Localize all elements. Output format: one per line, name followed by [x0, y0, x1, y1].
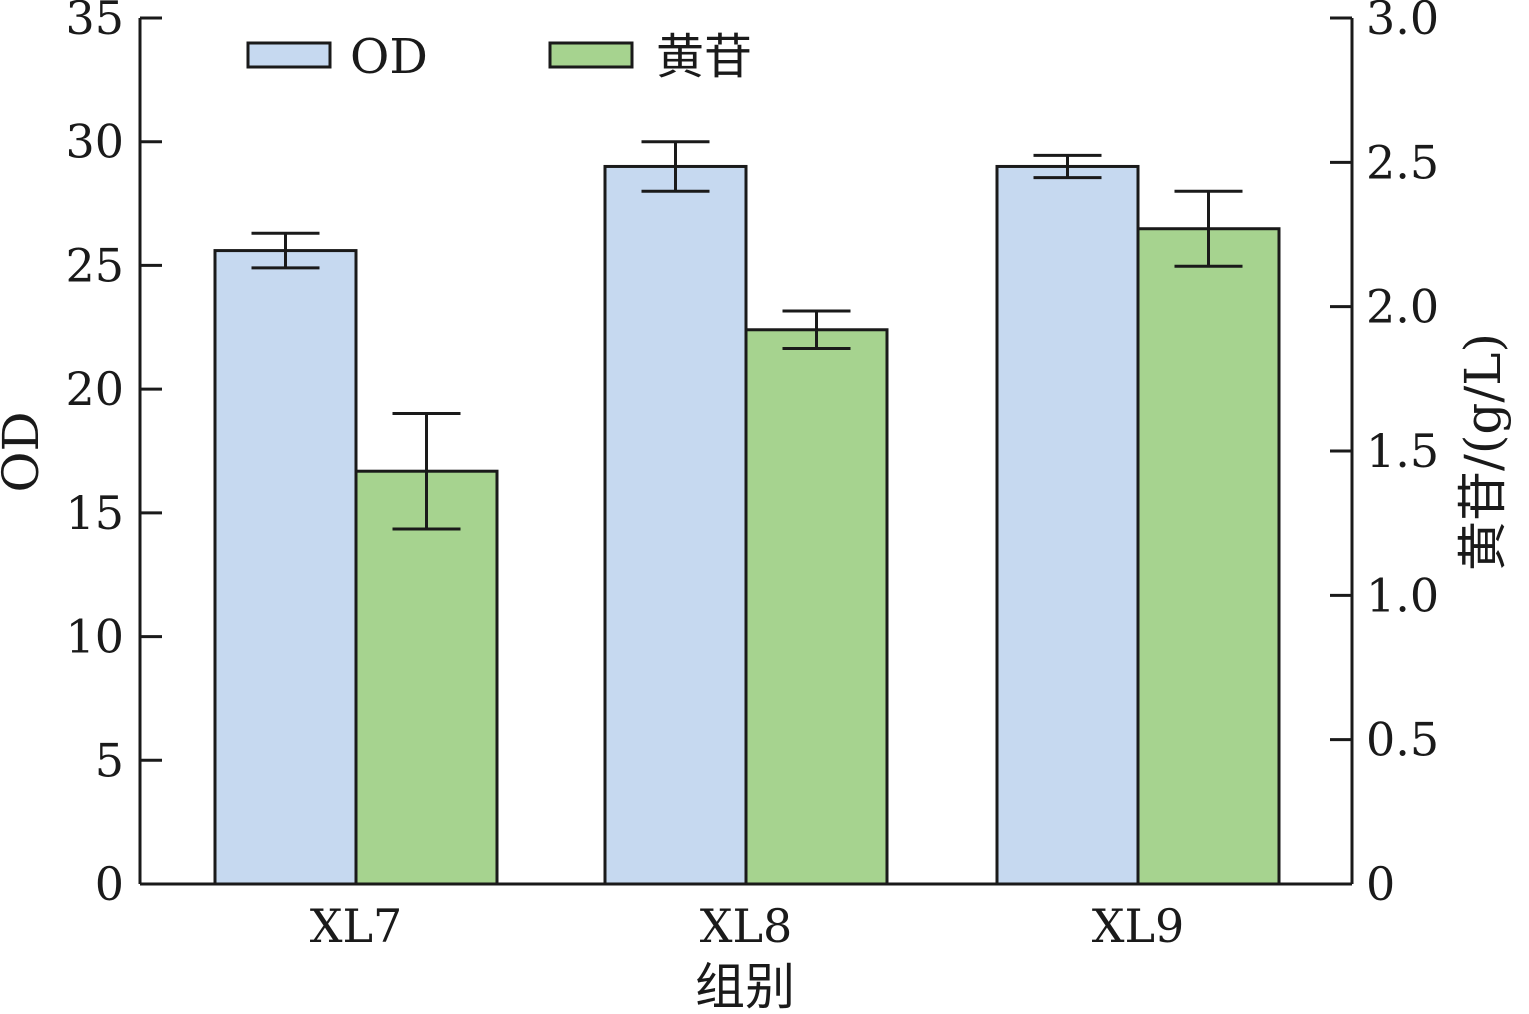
y-tick-label: 5: [95, 733, 124, 787]
bar-od-xl7: [213, 249, 358, 886]
right-axis-ticks: 0 0.5 1.0 1.5 2.0 2.5 3.0: [1330, 0, 1439, 911]
error-bars-layer: [251, 140, 1243, 531]
y2-tick-label: 2.0: [1366, 280, 1439, 334]
x-tick-label: XL8: [700, 899, 793, 953]
x-axis-tick-labels: XL7 XL8 XL9: [310, 899, 1185, 953]
y2-tick-label: 2.5: [1366, 135, 1439, 189]
x-tick-label: XL9: [1092, 899, 1185, 953]
x-tick-label: XL7: [310, 899, 403, 953]
y2-tick-label: 1.0: [1366, 568, 1439, 622]
bar-xanthosine-xl7: [354, 469, 499, 886]
y2-tick-label: 0.5: [1366, 713, 1439, 767]
legend-swatch-od: [246, 41, 332, 69]
legend-swatch-xanthosine: [548, 41, 634, 69]
bar-xanthosine-xl8: [744, 328, 889, 886]
left-axis-ticks: 0 5 10 15 20 25 30 35: [65, 0, 162, 911]
y-axis-title: OD: [0, 411, 50, 492]
bars-layer: [213, 164, 1281, 886]
bar-od-xl8: [603, 164, 748, 886]
y-tick-label: 10: [65, 610, 124, 664]
legend: OD 黄苷: [246, 29, 752, 85]
y2-axis-title: 黄苷/(g/L): [1454, 333, 1512, 571]
x-axis-title: 组别: [695, 958, 795, 1014]
y-tick-label: 15: [65, 486, 124, 540]
y2-tick-label: 3.0: [1366, 0, 1439, 45]
y-tick-label: 20: [65, 362, 124, 416]
legend-label-xanthosine: 黄苷: [656, 29, 752, 85]
y-tick-label: 35: [65, 0, 124, 45]
y-tick-label: 25: [65, 238, 124, 292]
y2-tick-label: 1.5: [1366, 424, 1439, 478]
y-tick-label: 0: [95, 857, 124, 911]
y-tick-label: 30: [65, 115, 124, 169]
y2-tick-label: 0: [1366, 857, 1395, 911]
legend-label-od: OD: [350, 29, 428, 85]
bar-od-xl9: [995, 164, 1140, 886]
bar-xanthosine-xl9: [1136, 227, 1281, 886]
